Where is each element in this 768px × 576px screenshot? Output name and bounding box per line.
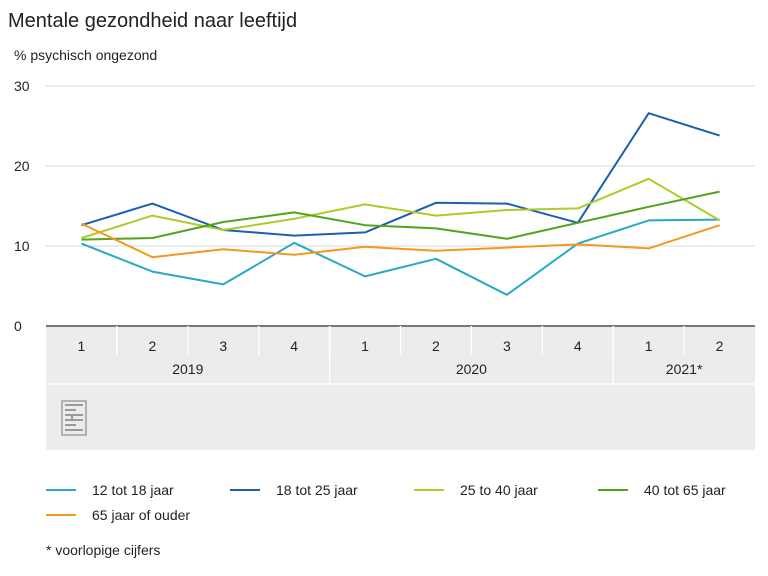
grid-lines xyxy=(46,85,755,247)
cbs-logo-icon xyxy=(61,400,87,436)
x-tick-label: 1 xyxy=(361,338,369,354)
x-tick-label: 1 xyxy=(645,338,653,354)
y-tick-label: 20 xyxy=(14,158,30,174)
series-line xyxy=(81,222,720,259)
x-tick-label: 3 xyxy=(219,338,227,354)
legend-label: 18 tot 25 jaar xyxy=(276,482,358,498)
footnote: * voorlopige cijfers xyxy=(46,542,161,558)
x-tick-label: 4 xyxy=(574,338,582,354)
x-tick-label: 2 xyxy=(148,338,156,354)
series-line xyxy=(81,218,720,296)
series-line xyxy=(81,112,720,237)
series-line xyxy=(81,190,720,241)
legend-item: 40 tot 65 jaar xyxy=(598,482,726,498)
legend-label: 25 to 40 jaar xyxy=(460,482,538,498)
legend-swatch xyxy=(598,489,628,491)
x-group-label: 2021* xyxy=(666,361,703,377)
legend-swatch xyxy=(46,514,76,516)
x-tick-label: 4 xyxy=(290,338,298,354)
x-axis-area: 1 2 3 4 1 2 3 4 1 2 2019 2020 2021* xyxy=(46,325,755,450)
line-chart: 0 10 20 30 1 2 3 4 1 2 3 4 1 2 2019 2020 2021* xyxy=(14,78,755,450)
chart-title: Mentale gezondheid naar leeftijd xyxy=(8,10,298,32)
x-group-label: 2020 xyxy=(456,361,487,377)
legend-label: 40 tot 65 jaar xyxy=(644,482,726,498)
legend-item: 18 tot 25 jaar xyxy=(230,482,358,498)
x-tick-label: 3 xyxy=(503,338,511,354)
y-axis-ticks: 0 10 20 30 xyxy=(14,78,30,334)
legend-swatch xyxy=(230,489,260,491)
legend-label: 12 tot 18 jaar xyxy=(92,482,174,498)
chart-subtitle: % psychisch ongezond xyxy=(14,47,158,63)
legend-item: 65 jaar of ouder xyxy=(46,507,190,523)
x-tick-label: 2 xyxy=(432,338,440,354)
series-line xyxy=(81,177,721,239)
y-tick-label: 10 xyxy=(14,238,30,254)
x-tick-label: 2 xyxy=(716,338,724,354)
legend-label: 65 jaar of ouder xyxy=(92,507,191,523)
y-tick-label: 0 xyxy=(14,318,22,334)
y-tick-label: 30 xyxy=(14,78,30,94)
x-tick-label: 1 xyxy=(78,338,86,354)
legend-swatch xyxy=(414,489,444,491)
series-lines xyxy=(81,112,721,296)
x-group-label: 2019 xyxy=(172,361,203,377)
legend-item: 12 tot 18 jaar xyxy=(46,482,174,498)
legend-swatch xyxy=(46,489,76,491)
legend-item: 25 to 40 jaar xyxy=(414,482,538,498)
